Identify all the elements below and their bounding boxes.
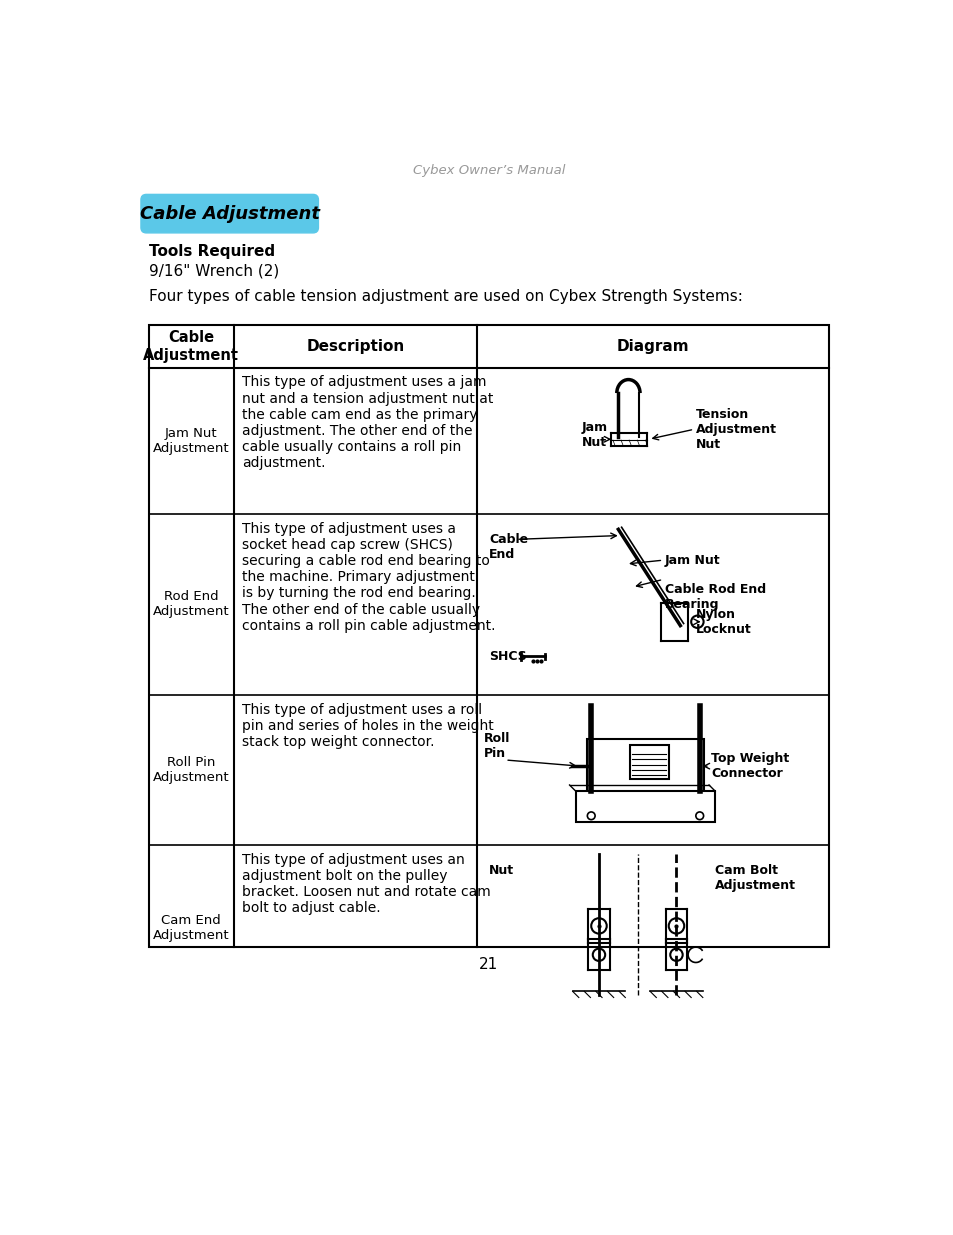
Text: Roll Pin
Adjustment: Roll Pin Adjustment: [152, 756, 230, 784]
Text: Top Weight
Connector: Top Weight Connector: [711, 752, 789, 781]
Text: Cam Bolt
Adjustment: Cam Bolt Adjustment: [715, 864, 796, 893]
Bar: [149, 325, 828, 947]
Text: Cybex Owner’s Manual: Cybex Owner’s Manual: [413, 163, 564, 177]
Bar: [629, 746, 668, 779]
Text: Description: Description: [306, 338, 404, 354]
Text: This type of adjustment uses a
socket head cap screw (SHCS)
securing a cable rod: This type of adjustment uses a socket he…: [241, 521, 495, 632]
Bar: [575, 792, 715, 823]
Text: Nut: Nut: [488, 864, 514, 877]
Text: SHCS: SHCS: [488, 650, 526, 663]
FancyBboxPatch shape: [141, 194, 318, 233]
Text: 21: 21: [478, 957, 498, 972]
Text: Jam Nut
Adjustment: Jam Nut Adjustment: [152, 427, 230, 454]
Text: Tools Required: Tools Required: [149, 245, 274, 259]
Text: This type of adjustment uses an
adjustment bolt on the pulley
bracket. Loosen nu: This type of adjustment uses an adjustme…: [241, 852, 490, 915]
Text: Diagram: Diagram: [617, 338, 689, 354]
Text: This type of adjustment uses a roll
pin and series of holes in the weight
stack : This type of adjustment uses a roll pin …: [241, 703, 493, 748]
Text: Cable
End: Cable End: [488, 534, 528, 561]
Text: Cable
Adjustment: Cable Adjustment: [143, 330, 239, 363]
Text: Cable Adjustment: Cable Adjustment: [139, 205, 319, 222]
Text: 9/16" Wrench (2): 9/16" Wrench (2): [149, 264, 278, 279]
Text: Tension
Adjustment
Nut: Tension Adjustment Nut: [695, 408, 776, 451]
Text: Rod End
Adjustment: Rod End Adjustment: [152, 590, 230, 619]
Text: Cam End
Adjustment: Cam End Adjustment: [152, 914, 230, 942]
Text: Nylon
Locknut: Nylon Locknut: [695, 608, 751, 636]
Text: This type of adjustment uses a jam
nut and a tension adjustment nut at
the cable: This type of adjustment uses a jam nut a…: [241, 375, 493, 471]
Text: Four types of cable tension adjustment are used on Cybex Strength Systems:: Four types of cable tension adjustment a…: [149, 289, 741, 304]
Bar: [587, 740, 703, 805]
Text: Cable Rod End
Bearing: Cable Rod End Bearing: [664, 583, 765, 611]
Text: Jam
Nut: Jam Nut: [580, 421, 607, 450]
Text: Roll
Pin: Roll Pin: [483, 732, 509, 760]
Text: Jam Nut: Jam Nut: [664, 553, 720, 567]
